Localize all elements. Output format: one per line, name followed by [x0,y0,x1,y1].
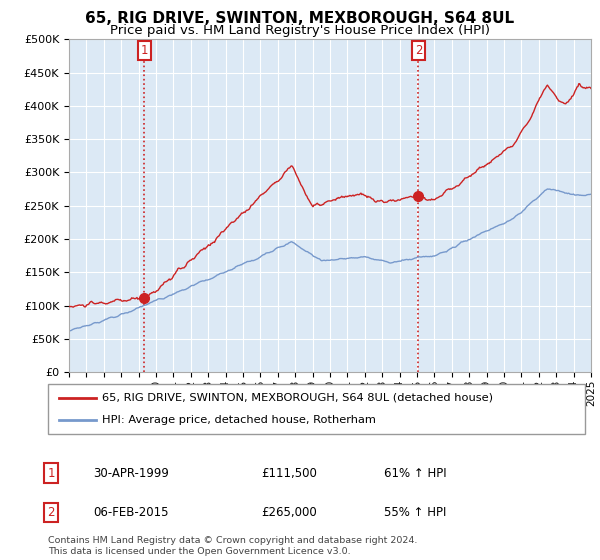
Text: 30-APR-1999: 30-APR-1999 [93,466,169,480]
Text: 65, RIG DRIVE, SWINTON, MEXBOROUGH, S64 8UL: 65, RIG DRIVE, SWINTON, MEXBOROUGH, S64 … [85,11,515,26]
Text: 2: 2 [47,506,55,519]
Text: £111,500: £111,500 [261,466,317,480]
Text: 65, RIG DRIVE, SWINTON, MEXBOROUGH, S64 8UL (detached house): 65, RIG DRIVE, SWINTON, MEXBOROUGH, S64 … [102,393,493,403]
Text: 1: 1 [140,44,148,57]
Text: Price paid vs. HM Land Registry's House Price Index (HPI): Price paid vs. HM Land Registry's House … [110,24,490,37]
Text: 55% ↑ HPI: 55% ↑ HPI [384,506,446,519]
Text: 1: 1 [47,466,55,480]
Text: £265,000: £265,000 [261,506,317,519]
Text: 06-FEB-2015: 06-FEB-2015 [93,506,169,519]
Text: Contains HM Land Registry data © Crown copyright and database right 2024.
This d: Contains HM Land Registry data © Crown c… [48,536,418,556]
FancyBboxPatch shape [48,384,585,434]
Text: HPI: Average price, detached house, Rotherham: HPI: Average price, detached house, Roth… [102,415,376,425]
Text: 61% ↑ HPI: 61% ↑ HPI [384,466,446,480]
Text: 2: 2 [415,44,422,57]
